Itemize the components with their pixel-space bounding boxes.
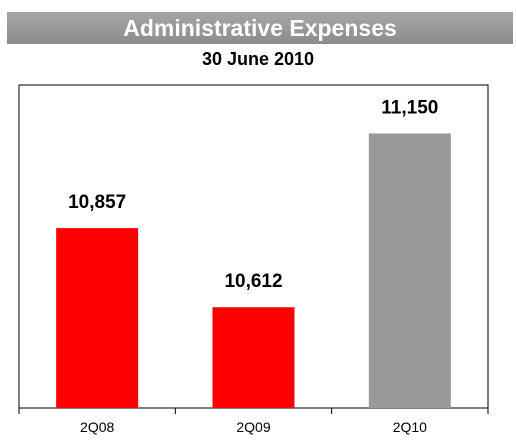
x-tick-label-2Q09: 2Q09	[236, 419, 270, 435]
chart-title: Administrative Expenses	[7, 12, 513, 44]
data-label-2Q10: 11,150	[381, 97, 438, 118]
data-label-2Q09: 10,612	[224, 271, 282, 292]
bar-2Q10	[368, 133, 451, 408]
x-tick-label-2Q10: 2Q10	[393, 419, 427, 435]
x-tick-label-2Q08: 2Q08	[80, 419, 114, 435]
bar-2Q08	[56, 228, 139, 408]
chart-subtitle: 30 June 2010	[201, 49, 315, 69]
bar-2Q09	[212, 307, 295, 408]
data-label-2Q08: 10,857	[68, 192, 126, 213]
